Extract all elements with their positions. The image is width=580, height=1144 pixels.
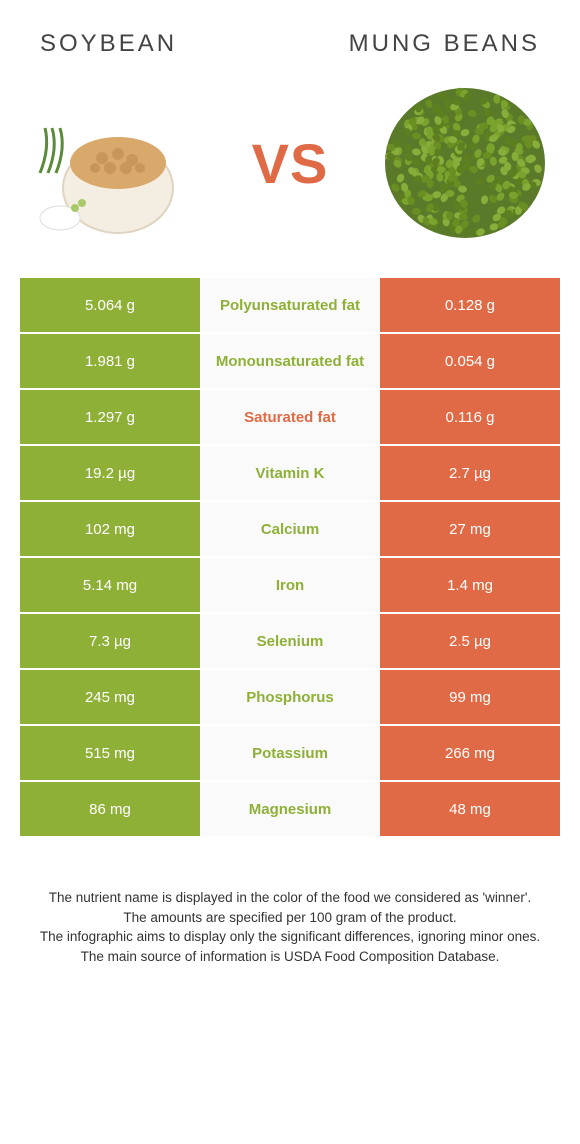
table-row: 7.3 µgSelenium2.5 µg [20,614,560,670]
left-value: 1.981 g [20,334,200,388]
right-value: 48 mg [380,782,560,836]
table-row: 5.064 gPolyunsaturated fat0.128 g [20,278,560,334]
right-value: 27 mg [380,502,560,556]
nutrient-label: Magnesium [200,782,380,836]
right-food-title: Mung beans [349,30,540,58]
left-value: 19.2 µg [20,446,200,500]
left-value: 1.297 g [20,390,200,444]
vs-label: VS [252,131,329,196]
nutrient-label: Phosphorus [200,670,380,724]
right-value: 1.4 mg [380,558,560,612]
table-row: 5.14 mgIron1.4 mg [20,558,560,614]
left-value: 515 mg [20,726,200,780]
right-value: 266 mg [380,726,560,780]
right-value: 99 mg [380,670,560,724]
table-row: 19.2 µgVitamin K2.7 µg [20,446,560,502]
table-row: 102 mgCalcium27 mg [20,502,560,558]
table-row: 245 mgPhosphorus99 mg [20,670,560,726]
mung-beans-image [380,78,550,248]
nutrient-label: Potassium [200,726,380,780]
table-row: 1.297 gSaturated fat0.116 g [20,390,560,446]
left-food-title: Soybean [40,30,177,58]
right-value: 0.116 g [380,390,560,444]
header: Soybean Mung beans [0,0,580,68]
nutrient-label: Calcium [200,502,380,556]
hero-row: VS [0,68,580,278]
left-value: 5.064 g [20,278,200,332]
right-value: 0.054 g [380,334,560,388]
footer-line: The nutrient name is displayed in the co… [30,888,550,908]
right-value: 0.128 g [380,278,560,332]
right-value: 2.5 µg [380,614,560,668]
left-value: 7.3 µg [20,614,200,668]
nutrient-label: Saturated fat [200,390,380,444]
nutrient-label: Polyunsaturated fat [200,278,380,332]
table-row: 515 mgPotassium266 mg [20,726,560,782]
footer-notes: The nutrient name is displayed in the co… [0,838,580,966]
soybean-image [30,78,200,248]
left-value: 245 mg [20,670,200,724]
table-row: 86 mgMagnesium48 mg [20,782,560,838]
left-value: 86 mg [20,782,200,836]
nutrient-label: Iron [200,558,380,612]
footer-line: The infographic aims to display only the… [30,927,550,947]
nutrient-label: Selenium [200,614,380,668]
footer-line: The amounts are specified per 100 gram o… [30,908,550,928]
left-value: 102 mg [20,502,200,556]
nutrient-label: Monounsaturated fat [200,334,380,388]
left-value: 5.14 mg [20,558,200,612]
comparison-table: 5.064 gPolyunsaturated fat0.128 g1.981 g… [20,278,560,838]
footer-line: The main source of information is USDA F… [30,947,550,967]
nutrient-label: Vitamin K [200,446,380,500]
right-value: 2.7 µg [380,446,560,500]
table-row: 1.981 gMonounsaturated fat0.054 g [20,334,560,390]
